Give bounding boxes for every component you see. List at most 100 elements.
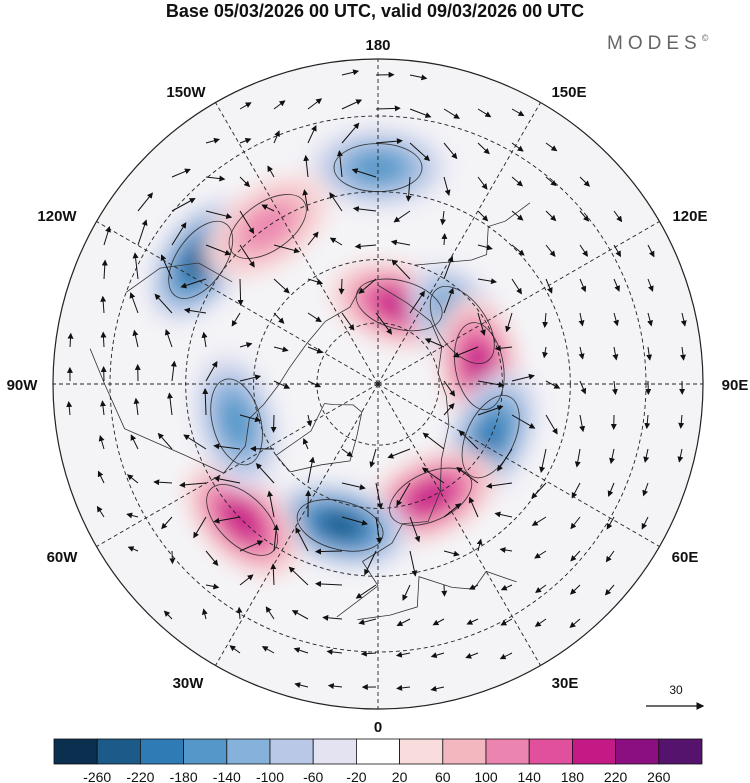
wind-vector: [440, 210, 446, 226]
wind-vector: [432, 618, 445, 626]
wind-vector: [443, 255, 454, 280]
lon-label-60e: 60E: [672, 549, 699, 566]
wind-vector: [542, 312, 549, 328]
anomaly-region: [352, 152, 404, 183]
wind-vector: [294, 682, 309, 688]
lon-label-120w: 120W: [37, 208, 77, 225]
wind-vector: [164, 328, 173, 348]
wind-vector: [307, 231, 319, 246]
wind-vector: [307, 380, 322, 388]
wind-vector: [441, 584, 448, 597]
wind-vector: [129, 292, 139, 314]
colorbar-swatch: [572, 738, 617, 765]
lon-label-150e: 150E: [551, 84, 586, 101]
wind-vector: [101, 259, 108, 280]
lon-label-90e: 90E: [722, 377, 749, 394]
wind-vector: [443, 108, 460, 119]
wind-vector: [375, 312, 393, 335]
wind-vector: [391, 259, 411, 280]
wind-vector: [607, 482, 615, 497]
wind-vector: [354, 243, 377, 250]
wind-vector: [341, 448, 354, 457]
wind-vector: [358, 278, 377, 294]
anomaly-contour: [228, 194, 307, 259]
wind-vector: [611, 380, 618, 396]
wind-vector: [647, 278, 654, 292]
map-disc: [53, 59, 703, 709]
wind-vector: [375, 516, 382, 544]
wind-vector: [443, 550, 460, 557]
lon-label-60w: 60W: [47, 549, 79, 566]
coastline: [89, 286, 362, 474]
wind-vector: [171, 222, 187, 246]
wind-vector: [66, 401, 73, 416]
coastline: [336, 284, 450, 618]
wind-vector: [154, 293, 173, 314]
wind-vector: [375, 138, 403, 145]
coastline: [357, 570, 517, 620]
wind-vector: [396, 618, 411, 626]
wind-vector: [341, 69, 360, 76]
wind-vector: [239, 137, 252, 144]
wind-vector: [326, 648, 343, 655]
wind-vector: [179, 481, 207, 488]
wind-vector: [302, 189, 309, 212]
wind-vector: [341, 482, 366, 491]
wind-vector: [273, 312, 285, 324]
wind-vector: [647, 244, 655, 258]
wind-vector: [273, 346, 289, 353]
wind-vector: [511, 108, 525, 117]
wind-vector: [678, 414, 685, 429]
logo-text: MODES: [607, 33, 702, 54]
wind-vector: [393, 210, 411, 223]
wind-vector: [511, 244, 525, 256]
lon-label-120e: 120E: [672, 208, 707, 225]
coastline: [125, 262, 233, 293]
colorbar-tick-label: -140: [213, 769, 241, 783]
wind-vector: [569, 618, 581, 629]
meridian-line: [215, 383, 379, 666]
wind-vector: [443, 380, 456, 397]
wind-vector: [130, 434, 139, 450]
colorbar-swatch: [312, 738, 357, 765]
wind-vector: [644, 414, 651, 430]
wind-vector: [329, 192, 343, 212]
anomaly-contour: [355, 278, 443, 332]
wind-vector: [613, 312, 619, 327]
wind-vector: [579, 176, 591, 187]
wind-vector: [307, 98, 323, 110]
wind-vector: [239, 540, 264, 552]
wind-vector: [67, 332, 74, 348]
wind-vector: [477, 210, 489, 222]
wind-vector: [646, 346, 653, 361]
wind-vector: [127, 546, 139, 552]
lon-label-180: 180: [365, 37, 390, 54]
wind-vector: [456, 467, 479, 484]
colorbar-tick-labels: -260 -220 -180 -140 -100 -60 -20 20 60 100 140 180 2…: [83, 769, 671, 783]
wind-vector: [395, 651, 411, 658]
wind-vector: [273, 130, 280, 144]
wind-vector: [132, 329, 139, 348]
wind-vector: [443, 287, 455, 314]
wind-vector: [458, 430, 479, 450]
wind-vector: [239, 102, 252, 110]
wind-vector: [322, 614, 343, 621]
wind-vector: [293, 647, 309, 654]
wind-vector: [477, 312, 486, 336]
meridian-line: [377, 221, 660, 385]
wind-vector: [477, 278, 497, 285]
wind-vector: [239, 414, 262, 423]
wind-vector: [477, 108, 492, 118]
wind-vector: [261, 646, 275, 654]
wind-vector: [570, 550, 581, 562]
wind-vector: [396, 482, 411, 507]
anomaly-contour: [210, 378, 263, 466]
wind-vector: [677, 448, 684, 463]
wind-vector: [545, 414, 558, 435]
wind-vector: [273, 100, 286, 110]
colorbar-swatch: [615, 738, 660, 765]
colorbar-swatch: [183, 738, 228, 765]
wind-vector: [409, 74, 428, 81]
wind-vector: [267, 490, 275, 518]
wind-vector: [98, 435, 105, 450]
